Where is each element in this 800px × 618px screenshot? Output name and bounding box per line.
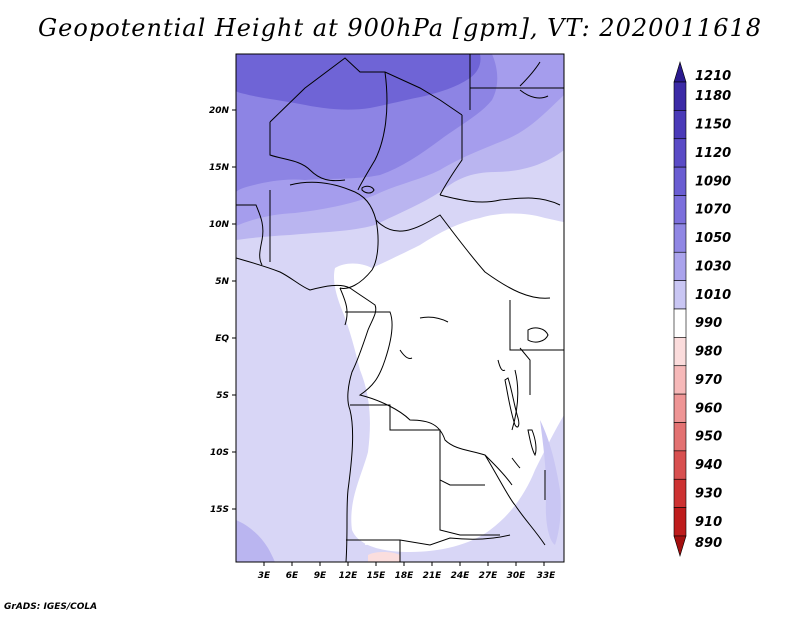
colorbar-swatch — [673, 138, 687, 168]
colorbar-label: 930 — [695, 486, 722, 501]
colorbar-label: 1120 — [695, 146, 731, 161]
lake-chad — [361, 185, 375, 194]
lat-tick-15n: 15N — [209, 163, 230, 173]
lon-tick-9e: 9E — [314, 571, 327, 581]
colorbar-swatch — [673, 478, 687, 508]
colorbar-swatch — [673, 535, 687, 558]
height-field — [236, 54, 564, 562]
colorbar-swatch — [673, 507, 687, 537]
lat-tick-eq: EQ — [215, 334, 229, 344]
border-angola-namibia — [350, 404, 485, 486]
lake-malawi — [527, 429, 537, 457]
colorbar-swatch — [673, 308, 687, 338]
colorbar-label: 890 — [695, 536, 722, 551]
map-frame — [235, 53, 565, 563]
border-east — [509, 300, 564, 395]
colorbar-label: 1030 — [695, 259, 731, 274]
colorbar-label: 1150 — [695, 118, 731, 133]
lon-tick-33e: 33E — [537, 571, 557, 581]
colorbar-label: 1070 — [695, 203, 731, 218]
border-drc — [358, 359, 519, 486]
colorbar-label: 1050 — [695, 231, 731, 246]
colorbar-swatch — [673, 450, 687, 480]
colorbar-swatch — [673, 337, 687, 367]
colorbar-label: 1210 — [695, 69, 731, 84]
colorbar-label: 950 — [695, 430, 722, 445]
colorbar-label: 1010 — [695, 288, 731, 303]
lon-tick-6e: 6E — [286, 571, 299, 581]
lat-tick-5n: 5N — [215, 277, 229, 287]
colorbar-swatch — [673, 60, 687, 83]
colorbar-label: 970 — [695, 373, 722, 388]
colorbar-swatch — [673, 110, 687, 140]
colorbar-swatch — [673, 81, 687, 111]
colorbar-swatch — [673, 393, 687, 423]
colorbar-label: 990 — [695, 316, 722, 331]
colorbar-swatch — [673, 365, 687, 395]
axis-ticks — [232, 109, 545, 566]
colorbar-swatch — [673, 223, 687, 253]
colorbar-label: 960 — [695, 401, 722, 416]
field-coastal-1010 — [365, 420, 402, 545]
border-mali-niger — [269, 122, 346, 182]
field-980-990 — [368, 552, 400, 562]
border-algeria-niger — [269, 57, 463, 123]
lon-tick-labels: 3E 6E 9E 12E 15E 18E 21E 24E 27E 30E 33E — [258, 571, 556, 581]
border-mozambique — [514, 470, 546, 546]
border-libya-egypt — [469, 54, 564, 110]
colorbar-swatch — [673, 422, 687, 452]
lake-tanganyika — [504, 377, 520, 428]
border-south — [346, 534, 511, 562]
lake-kivu — [497, 359, 506, 371]
river-congo — [399, 316, 449, 359]
lat-tick-15s: 15S — [210, 505, 229, 515]
lon-tick-15e: 15E — [367, 571, 387, 581]
border-niger-chad — [357, 71, 388, 191]
colorbar-swatch — [673, 166, 687, 196]
footer-credit: GrADS: IGES/COLA — [4, 602, 98, 612]
colorbar: 1210 1180 1150 1120 1090 1070 1050 1030 1010 990 9… — [673, 60, 731, 558]
lat-tick-5s: 5S — [216, 391, 229, 401]
border-cameroon-congo — [339, 287, 393, 361]
lon-tick-27e: 27E — [479, 571, 499, 581]
lon-tick-3e: 3E — [258, 571, 271, 581]
lon-tick-24e: 24E — [451, 571, 471, 581]
lake-victoria — [527, 327, 549, 343]
colorbar-label: 1180 — [695, 89, 731, 104]
colorbar-label: 910 — [695, 515, 722, 530]
lat-tick-labels: 20N 15N 10N 5N EQ 5S 10S 15S — [209, 106, 230, 515]
lat-tick-10n: 10N — [209, 220, 230, 230]
coastline-red-sea — [519, 61, 549, 99]
lon-tick-21e: 21E — [423, 571, 443, 581]
colorbar-label: 940 — [695, 458, 722, 473]
colorbar-swatch — [673, 195, 687, 225]
field-east-1030 — [540, 420, 561, 545]
lon-tick-18e: 18E — [395, 571, 415, 581]
lat-tick-20n: 20N — [209, 106, 230, 116]
field-atlantic-1030 — [236, 520, 275, 562]
lon-tick-30e: 30E — [507, 571, 527, 581]
colorbar-label: 1090 — [695, 174, 731, 189]
lake-mweru — [511, 457, 521, 469]
border-zambia — [439, 454, 516, 536]
lon-tick-12e: 12E — [339, 571, 359, 581]
lat-tick-10s: 10S — [210, 448, 229, 458]
border-west-countries — [236, 190, 271, 266]
border-sudan-south — [439, 194, 561, 206]
border-chad-sudan — [439, 115, 463, 196]
colorbar-swatch — [673, 251, 687, 281]
colorbar-label: 980 — [695, 345, 722, 360]
coastline-west — [236, 257, 377, 562]
border-car — [375, 214, 551, 299]
colorbar-swatch — [673, 280, 687, 310]
map-title: Geopotential Height at 900hPa [gpm], VT:… — [38, 14, 762, 42]
boundaries — [236, 54, 564, 562]
